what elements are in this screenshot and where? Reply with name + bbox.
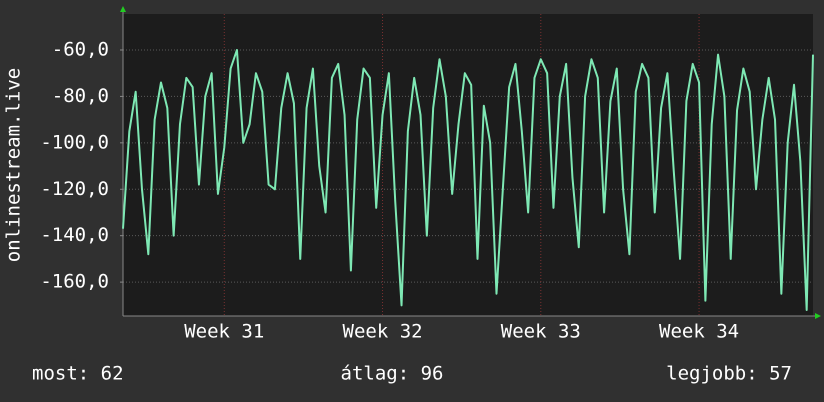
footer-stat: átlag: 96 bbox=[341, 363, 444, 385]
x-tick-label: Week 32 bbox=[343, 321, 423, 343]
axis-arrow bbox=[815, 313, 821, 319]
x-tick-label: Week 31 bbox=[184, 321, 264, 343]
y-tick-label: -140,0 bbox=[40, 224, 109, 246]
footer-stat: legjobb: 57 bbox=[666, 363, 792, 385]
data-line bbox=[122, 48, 814, 311]
y-tick-label: -160,0 bbox=[40, 271, 109, 293]
x-tick-label: Week 34 bbox=[659, 321, 739, 343]
x-tick-label: Week 33 bbox=[501, 321, 581, 343]
y-tick-label: -60,0 bbox=[52, 38, 109, 60]
y-tick-label: -100,0 bbox=[40, 131, 109, 153]
axis-arrow bbox=[120, 6, 126, 12]
footer-stat: most: 62 bbox=[32, 363, 124, 385]
y-axis-label: onlinestream.live bbox=[3, 68, 25, 262]
y-tick-label: -120,0 bbox=[40, 178, 109, 200]
y-tick-label: -80,0 bbox=[52, 85, 109, 107]
